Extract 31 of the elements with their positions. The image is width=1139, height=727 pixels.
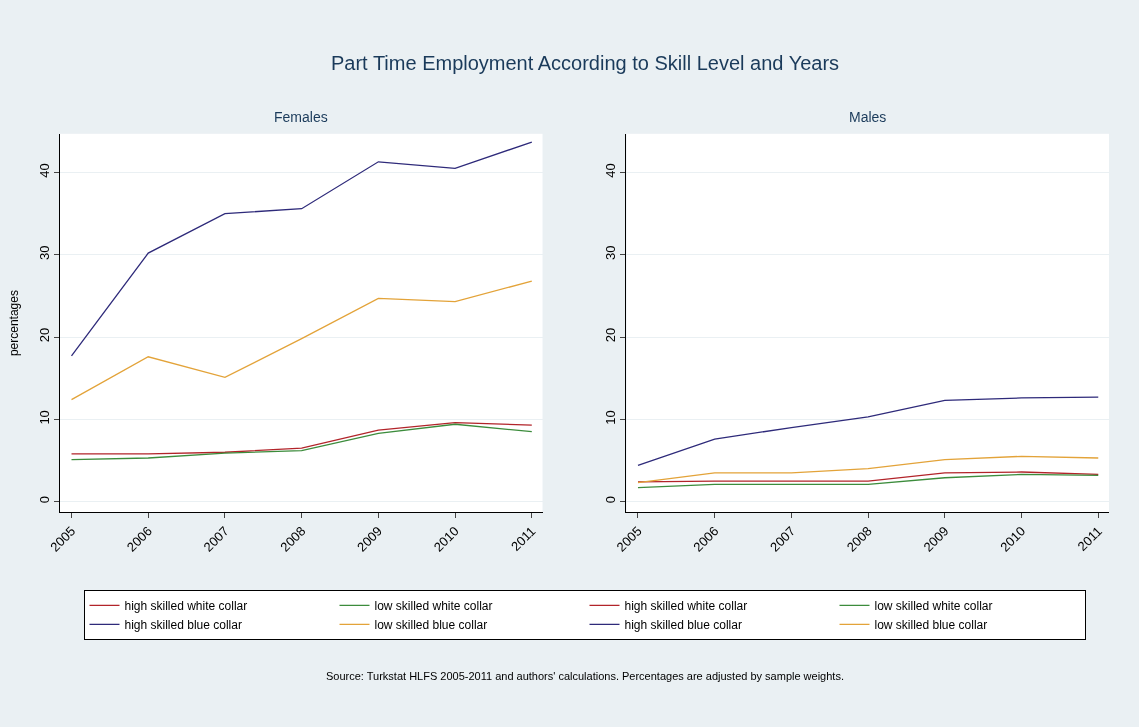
- line-series: [70, 423, 533, 461]
- line-series: [637, 455, 1099, 484]
- text: Part Time Employment According to Skill Level and Years: [331, 52, 840, 74]
- legend-label: low skilled blue collar: [374, 618, 488, 633]
- line-series: [70, 421, 533, 455]
- y-tick-label: 30: [603, 245, 619, 261]
- source-note: Source: Turkstat HLFS 2005-2011 and authors' calculations. Percentages are adjusted by sample weights.: [326, 670, 844, 682]
- chart-subtitle: Females: [274, 109, 328, 125]
- y-tick-label: 20: [603, 327, 619, 343]
- chart-subtitle: Males: [849, 109, 887, 125]
- line-series: [70, 280, 533, 401]
- legend-label: high skilled white collar: [124, 599, 248, 614]
- y-tick-label: 40: [603, 163, 619, 178]
- legend-label: high skilled white collar: [624, 599, 748, 614]
- line-series: [637, 396, 1099, 467]
- legend-label: low skilled white collar: [374, 599, 493, 614]
- line-series: [637, 471, 1099, 483]
- legend-label: low skilled white collar: [874, 599, 993, 614]
- legend-label: high skilled blue collar: [624, 618, 742, 633]
- legend-label: low skilled blue collar: [874, 618, 988, 633]
- y-tick-label: 20: [36, 327, 52, 343]
- y-axis-title: percentages: [7, 290, 22, 357]
- y-tick-label: 10: [36, 410, 52, 425]
- y-tick-label: 0: [36, 496, 52, 504]
- legend-label: high skilled blue collar: [124, 618, 242, 633]
- line-series: [637, 473, 1099, 489]
- y-tick-label: 40: [36, 163, 52, 178]
- y-tick-label: 30: [36, 245, 52, 261]
- y-tick-label: 0: [603, 496, 619, 504]
- line-series: [70, 141, 533, 357]
- y-tick-label: 10: [603, 410, 619, 425]
